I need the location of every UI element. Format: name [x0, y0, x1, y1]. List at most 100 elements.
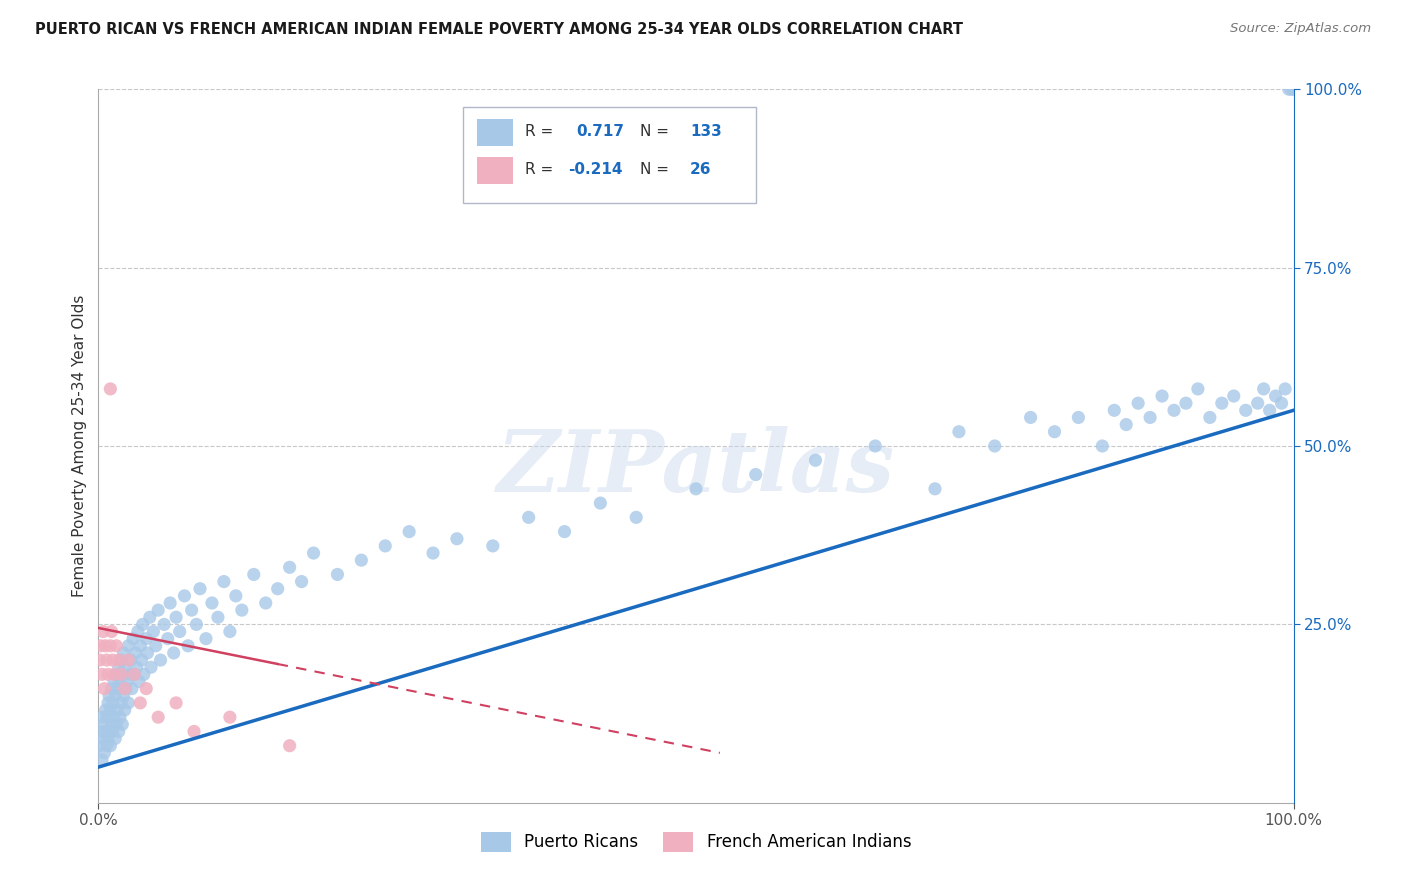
Point [112, 689, 135, 703]
Point [89, 653, 111, 667]
Point [100, 681, 122, 696]
Point [108, 710, 131, 724]
Point [1211, 396, 1233, 410]
Point [145, 639, 167, 653]
Point [231, 603, 253, 617]
Point [243, 567, 266, 582]
Point [1104, 403, 1126, 417]
Point [1274, 382, 1296, 396]
Point [948, 425, 970, 439]
Point [865, 439, 887, 453]
Point [103, 710, 125, 724]
Point [93, 746, 115, 760]
Point [1163, 403, 1185, 417]
Point [93, 681, 115, 696]
Point [94, 703, 117, 717]
Point [124, 667, 146, 681]
Point [219, 710, 242, 724]
Bar [477, 157, 513, 184]
Point [129, 696, 152, 710]
Point [91, 624, 114, 639]
Point [139, 610, 162, 624]
Point [108, 674, 131, 689]
Point [350, 553, 373, 567]
Point [127, 624, 149, 639]
Point [517, 510, 540, 524]
Point [107, 703, 129, 717]
Bar [477, 120, 513, 146]
Point [110, 667, 132, 681]
Point [90, 724, 112, 739]
Point [177, 639, 200, 653]
Point [984, 439, 1007, 453]
Point [117, 639, 139, 653]
Point [114, 660, 136, 674]
Point [132, 667, 155, 681]
Point [165, 696, 187, 710]
Point [1199, 410, 1222, 425]
Point [195, 632, 218, 646]
Point [1152, 389, 1174, 403]
Point [104, 731, 127, 746]
Point [91, 710, 114, 724]
Point [1091, 439, 1114, 453]
Point [1043, 425, 1066, 439]
Point [1253, 382, 1275, 396]
Point [135, 632, 157, 646]
Point [90, 639, 112, 653]
Point [139, 660, 162, 674]
Point [94, 724, 117, 739]
Point [446, 532, 468, 546]
Point [98, 382, 122, 396]
Point [278, 739, 301, 753]
Point [1187, 382, 1209, 396]
Text: N =: N = [640, 124, 673, 139]
Point [96, 710, 118, 724]
Point [804, 453, 827, 467]
Point [97, 731, 120, 746]
Point [100, 717, 122, 731]
Point [129, 639, 152, 653]
Point [149, 653, 172, 667]
FancyBboxPatch shape [463, 107, 756, 203]
Point [186, 617, 208, 632]
Point [1019, 410, 1042, 425]
Point [225, 589, 247, 603]
Point [267, 582, 290, 596]
Point [169, 624, 191, 639]
Text: 133: 133 [690, 124, 721, 139]
Point [122, 632, 145, 646]
Point [98, 689, 121, 703]
Point [173, 589, 195, 603]
Point [422, 546, 444, 560]
Point [107, 653, 129, 667]
Point [131, 617, 153, 632]
Point [374, 539, 396, 553]
Point [105, 717, 128, 731]
Point [98, 639, 122, 653]
Point [1067, 410, 1090, 425]
Point [165, 610, 187, 624]
Point [745, 467, 768, 482]
Point [302, 546, 325, 560]
Point [91, 731, 114, 746]
Point [1279, 82, 1302, 96]
Point [212, 574, 235, 589]
Point [1271, 396, 1294, 410]
Point [107, 660, 129, 674]
Point [114, 681, 136, 696]
Point [1139, 410, 1161, 425]
Point [110, 696, 132, 710]
Point [105, 667, 128, 681]
Point [96, 739, 118, 753]
Point [219, 624, 242, 639]
Point [100, 624, 122, 639]
Point [105, 639, 128, 653]
Point [103, 667, 125, 681]
Point [159, 596, 181, 610]
Point [118, 667, 141, 681]
Point [107, 681, 129, 696]
Point [254, 596, 277, 610]
Point [101, 696, 124, 710]
Point [1115, 417, 1137, 432]
